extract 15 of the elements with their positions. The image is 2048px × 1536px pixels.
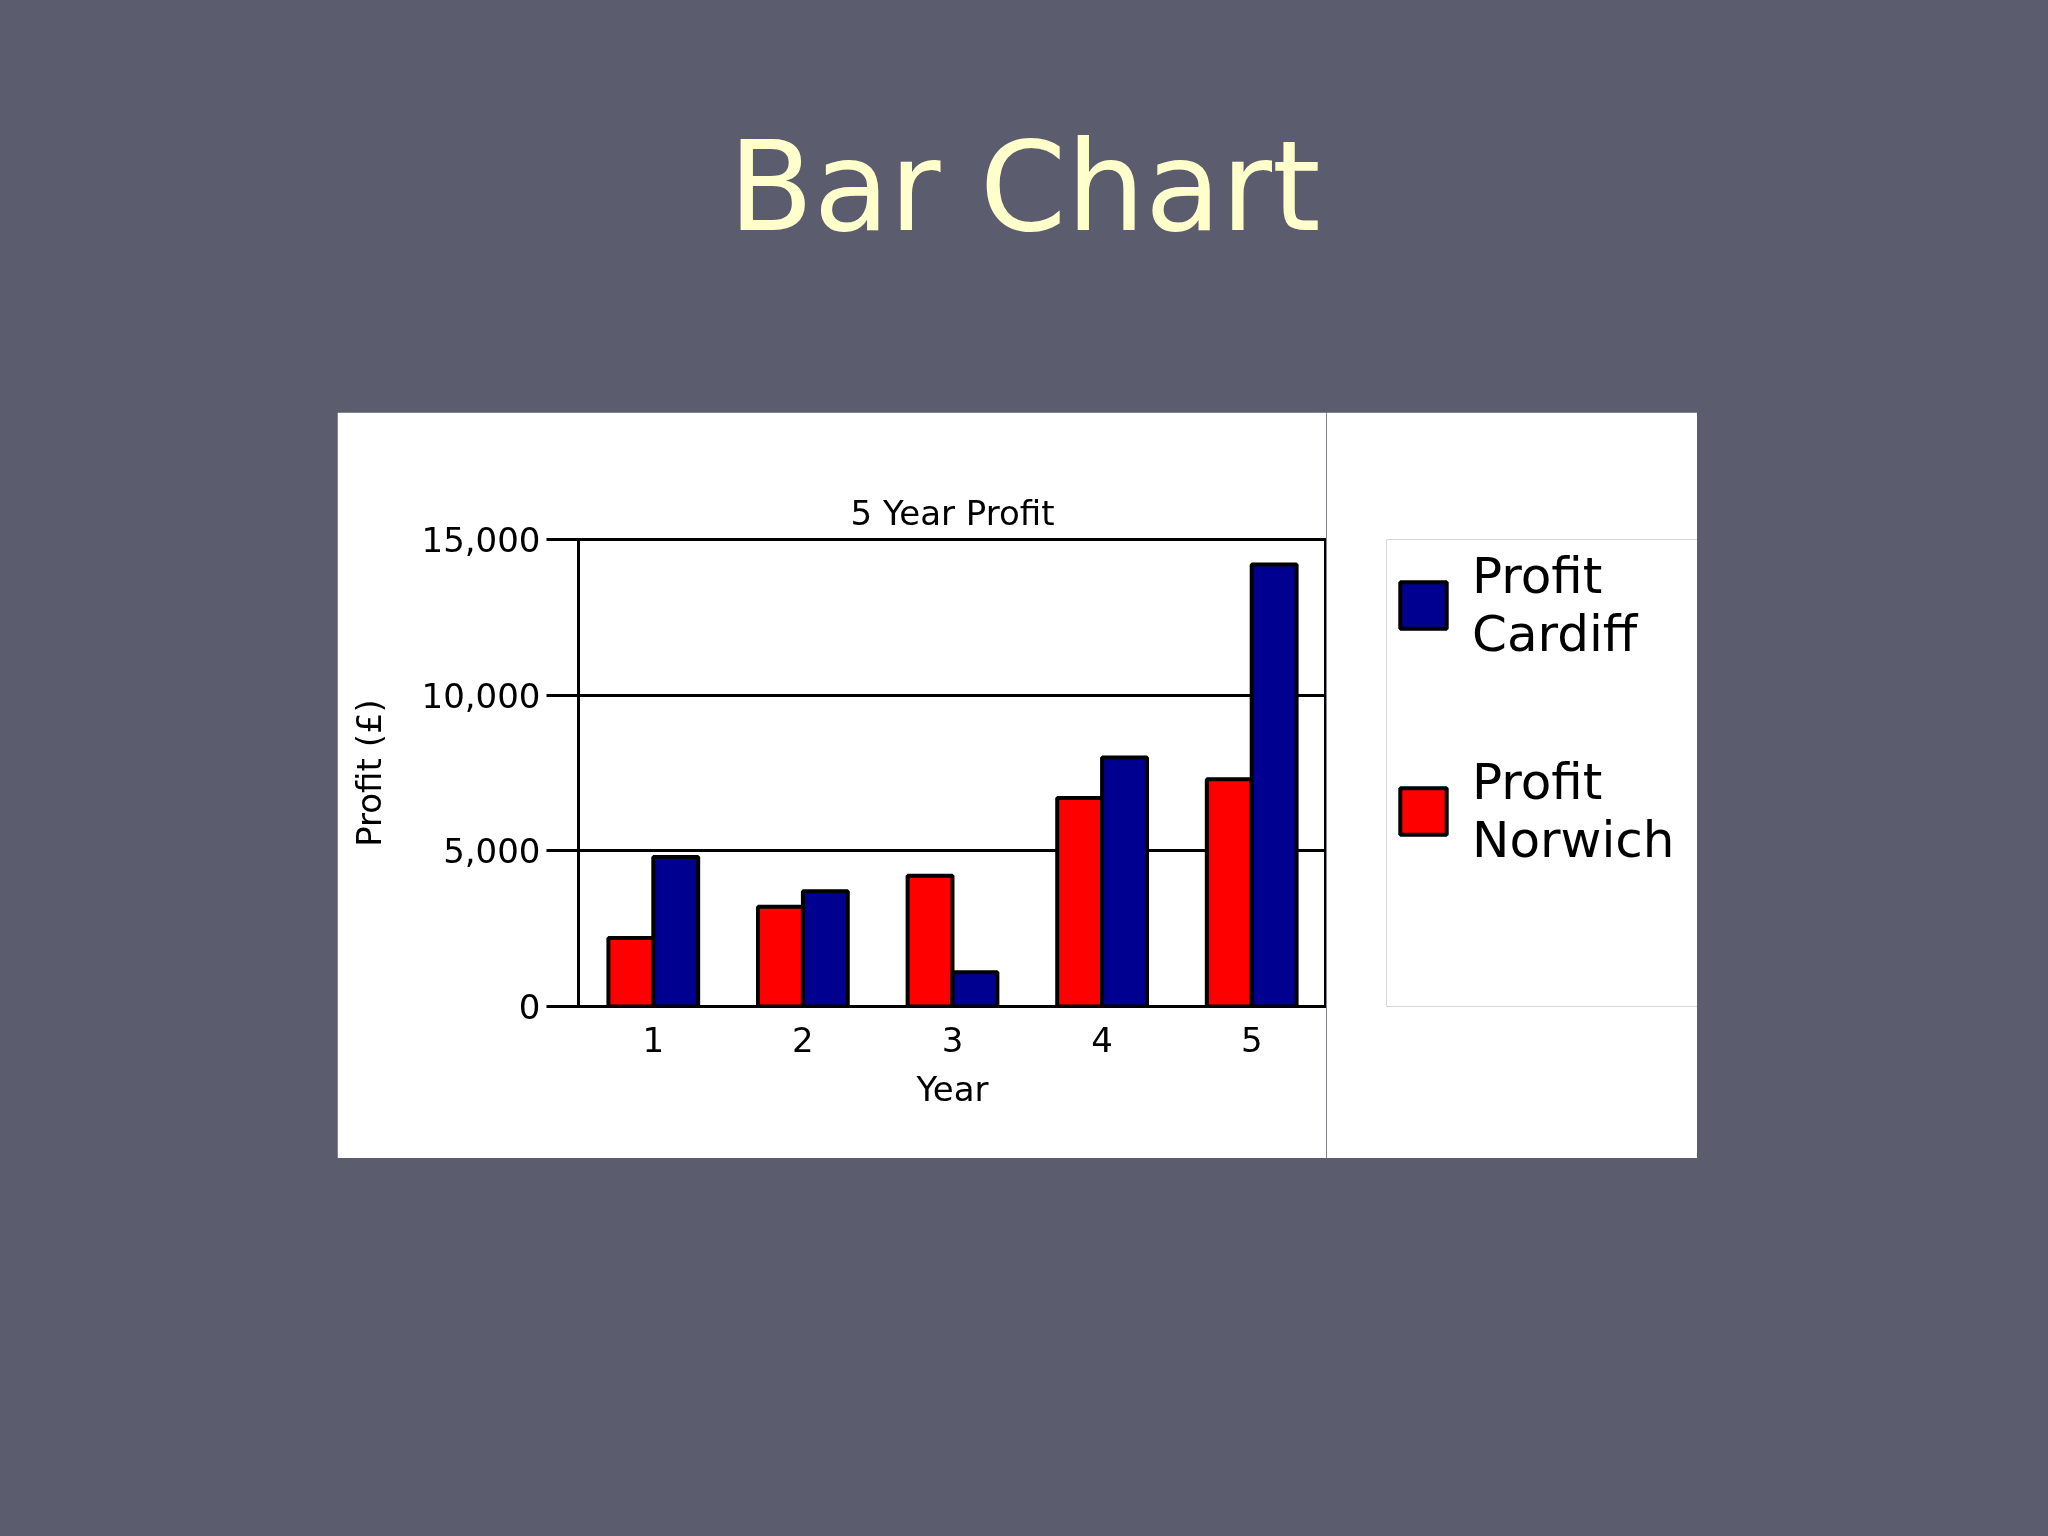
legend-label: Profit Cardiff [1472, 547, 1638, 663]
y-tick-label: 10,000 [421, 675, 541, 716]
chart-subtitle: 5 Year Profit [850, 492, 1055, 533]
y-tick-label: 0 [518, 987, 541, 1027]
y-tick-label: 5,000 [443, 831, 541, 872]
y-axis-title: Profit (£) [348, 699, 389, 847]
x-tick-label: 1 [642, 1019, 665, 1060]
chart-title: Bar Chart [728, 114, 1321, 259]
x-axis-title: Year [915, 1068, 989, 1109]
y-tick-label: 15,000 [421, 520, 541, 560]
x-tick-label: 5 [1240, 1019, 1263, 1060]
x-tick-label: 3 [941, 1019, 964, 1060]
x-tick-label: 2 [792, 1019, 814, 1060]
x-tick-label: 4 [1091, 1019, 1113, 1060]
legend-label: Profit Norwich [1472, 753, 1675, 869]
